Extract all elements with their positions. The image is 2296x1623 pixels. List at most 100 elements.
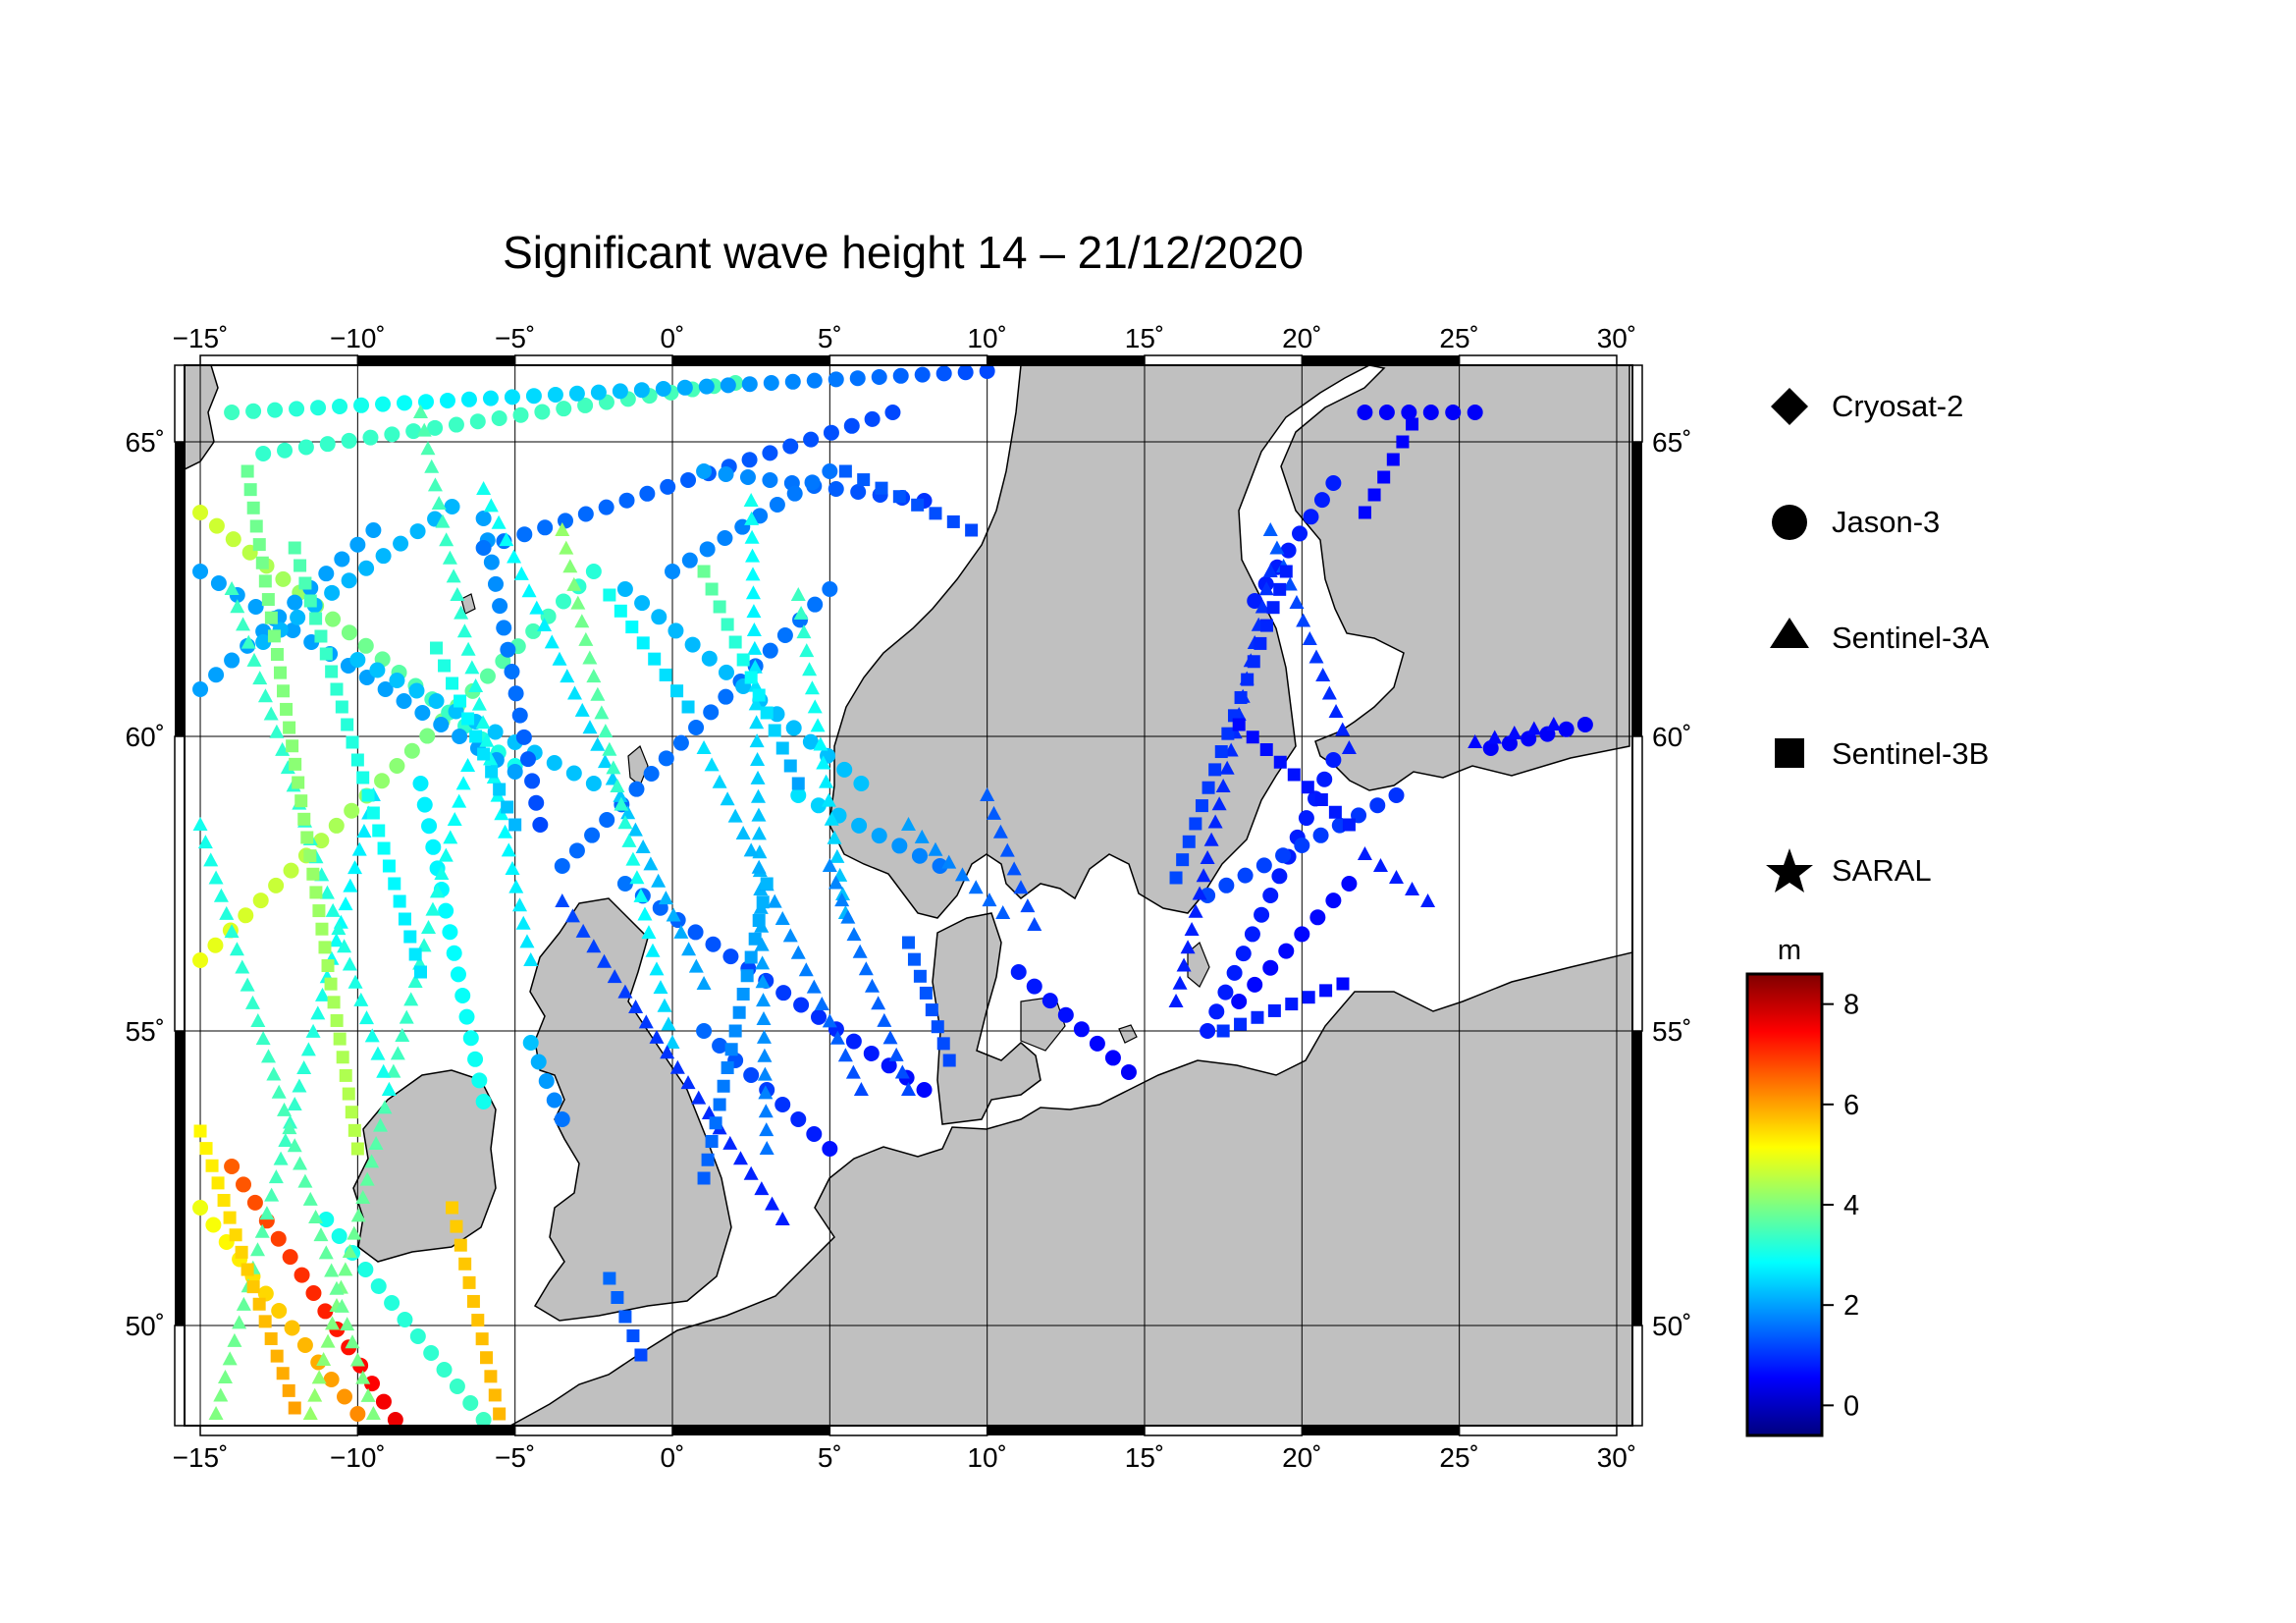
sentinel-3a-point <box>696 740 712 754</box>
jason-3-point <box>408 682 425 699</box>
sentinel-3b-point <box>931 1020 944 1034</box>
jason-3-point <box>323 1372 340 1387</box>
sentinel-3a-point <box>266 1066 282 1081</box>
sentinel-3b-point <box>276 1367 290 1380</box>
jason-3-point <box>349 536 366 553</box>
sentinel-3a-point <box>865 978 881 993</box>
frame-bar <box>672 1426 830 1435</box>
sentinel-3a-point <box>586 939 602 953</box>
lon-tick-label-top: 10˚ <box>967 323 1006 353</box>
sentinel-3a-point <box>501 842 516 857</box>
sentinel-3b-point <box>235 1245 248 1259</box>
sentinel-3b-point <box>398 912 411 926</box>
track-sentinel-3b <box>838 464 979 537</box>
sentinel-3b-point <box>783 759 797 773</box>
jason-3-point <box>871 828 887 844</box>
jason-3-point <box>344 802 360 819</box>
sentinel-3b-point <box>382 859 396 873</box>
sentinel-3a-point <box>1389 870 1405 884</box>
lat-tick-label-left: 65˚ <box>126 427 165 458</box>
sentinel-3a-point <box>483 498 499 513</box>
sentinel-3b-point <box>246 501 260 514</box>
sentinel-3a-point <box>483 751 499 766</box>
sentinel-3a-point <box>446 568 461 583</box>
jason-3-point <box>618 492 635 509</box>
sentinel-3a-point <box>1262 522 1278 536</box>
lon-tick-label-bottom: 30˚ <box>1597 1442 1636 1473</box>
jason-3-point <box>598 499 614 515</box>
jason-3-point <box>568 385 585 402</box>
jason-3-point <box>224 1159 240 1174</box>
jason-3-point <box>341 572 357 589</box>
jason-3-point <box>762 445 778 461</box>
frame-bar <box>1144 354 1304 366</box>
frame-bar <box>513 354 673 366</box>
sentinel-3a-point <box>745 548 761 563</box>
jason-3-point <box>236 1176 252 1193</box>
sentinel-3b-point <box>965 523 979 537</box>
colorbar-gradient <box>1745 972 1824 1437</box>
sentinel-3a-point <box>197 835 213 849</box>
frame-bar <box>174 1325 186 1427</box>
sentinel-3a-point <box>421 920 437 934</box>
jason-3-point <box>718 466 734 482</box>
sentinel-3a-point <box>1180 940 1196 954</box>
sentinel-3a-point <box>638 1014 654 1029</box>
jason-3-point <box>911 847 928 864</box>
sentinel-3a-point <box>837 1048 853 1062</box>
sentinel-3a-point <box>992 824 1008 839</box>
sentinel-3a-point <box>544 634 560 649</box>
jason-3-point <box>349 652 366 668</box>
jason-3-point <box>1226 964 1243 981</box>
jason-3-point <box>554 858 570 874</box>
sentinel-3a-point <box>427 477 443 492</box>
sentinel-3b-point <box>709 1116 722 1130</box>
jason-3-point <box>341 624 357 641</box>
frame-bar <box>1458 354 1618 366</box>
sentinel-3a-point <box>822 1013 837 1028</box>
jason-3-point <box>698 378 715 395</box>
track-sentinel-3a <box>1468 717 1562 748</box>
jason-3-point <box>784 373 801 390</box>
sentinel-3b-point <box>913 969 927 983</box>
jason-3-point <box>427 419 444 436</box>
sentinel-3a-point <box>828 875 844 890</box>
sentinel-3b-point <box>728 1024 742 1038</box>
sentinel-3a-point <box>829 848 845 863</box>
sentinel-3a-point <box>748 696 764 711</box>
track-jason-3 <box>665 463 838 579</box>
jason-3-point <box>655 381 671 397</box>
sentinel-3a-point <box>757 1066 773 1081</box>
sentinel-3b-point <box>1182 835 1196 848</box>
jason-3-point <box>294 1267 310 1283</box>
track-jason-3 <box>475 511 549 833</box>
sentinel-3b-point <box>659 668 672 681</box>
sentinel-3a-point <box>325 1316 341 1330</box>
jason-3-point <box>741 452 758 468</box>
sentinel-3b-point <box>768 724 781 737</box>
jason-3-point <box>590 384 607 401</box>
jason-3-point <box>296 1337 313 1353</box>
sentinel-3a-point <box>834 893 850 907</box>
track-sentinel-3a <box>980 787 1042 931</box>
sentinel-3b-point <box>283 721 296 734</box>
jason-3-point <box>811 1008 828 1025</box>
jason-3-point <box>1378 405 1395 420</box>
jason-3-point <box>319 436 336 453</box>
sentinel-3b-point <box>1189 817 1202 831</box>
jason-3-point <box>1341 876 1358 892</box>
triangle-icon <box>1770 618 1809 648</box>
lat-tick-label-right: 65˚ <box>1652 427 1691 458</box>
sentinel-3a-point <box>745 567 761 581</box>
jason-3-point <box>822 1141 838 1157</box>
jason-3-point <box>616 581 633 597</box>
jason-3-point <box>328 817 345 834</box>
jason-3-point <box>793 997 810 1013</box>
jason-3-point <box>688 720 705 735</box>
sentinel-3a-point <box>749 733 765 748</box>
sentinel-3a-point <box>452 793 467 808</box>
sentinel-3a-point <box>796 624 812 639</box>
jason-3-point <box>357 1262 374 1277</box>
jason-3-point <box>628 781 645 797</box>
sentinel-3a-point <box>746 622 762 636</box>
